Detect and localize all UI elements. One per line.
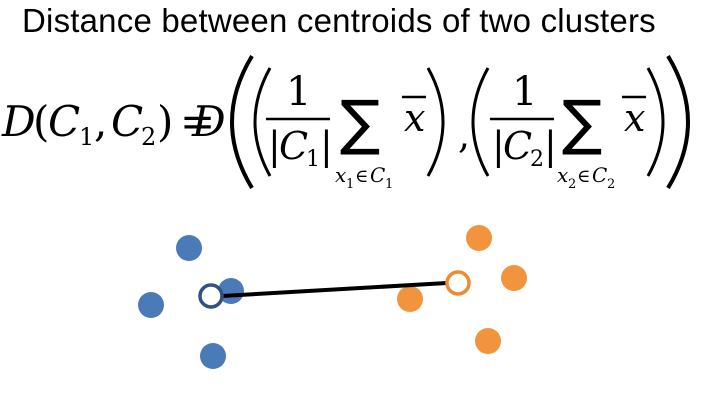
inner-paren-right-1 [426,67,445,177]
term2-mean-x: x [624,96,645,140]
term1-bar-left: | [268,124,281,168]
outer-paren-right [666,54,690,190]
term2-sum-set: C [592,163,607,187]
term1-sum-var-sub: 1 [346,177,354,192]
lhs-cluster-c1: C [48,97,80,146]
cluster-2-point [397,286,423,312]
cluster-2-centroid [445,270,471,296]
term2-numerator: 1 [512,69,537,115]
term1-sum-symbol: ∑ [340,88,380,158]
term1-card-c: C [279,124,308,168]
term2-sum-var-sub: 2 [568,177,576,192]
cluster-diagram [138,225,527,369]
slide-title: Distance between centroids of two cluste… [22,2,656,39]
inner-paren-left-2 [471,67,490,177]
cluster-1-point [176,235,202,261]
outer-paren-left [230,54,254,190]
term2-card-c: C [503,124,532,168]
term1-sum-var: x [335,163,346,187]
term1-sum-in: ∈ [355,166,368,187]
cluster-2-point [475,328,501,354]
rhs-comma: , [458,113,470,157]
term2-sum-symbol: ∑ [562,88,602,158]
lhs-sub-2: 2 [141,123,156,151]
term2-bar-right: | [544,124,557,168]
inner-paren-left-1 [253,67,272,177]
cluster-2-point [466,225,492,251]
term2-sum-set-sub: 2 [607,177,615,192]
term2-sum-var: x [557,163,568,187]
lhs-sub-1: 1 [79,123,94,151]
lhs-paren-close: ) [157,97,173,146]
term2-sum-in: ∈ [577,166,590,187]
equals-sign: = [180,97,215,146]
inner-paren-right-2 [646,67,665,177]
term1-sum-set: C [370,163,385,187]
centroid-connector-line [221,281,448,298]
term1-mean-x: x [404,96,425,140]
cluster-2-point [501,265,527,291]
cluster-1 [138,235,244,369]
term2-card-sub: 2 [530,147,544,172]
term1-bar-right: | [320,124,333,168]
lhs-comma: , [94,97,107,146]
lhs-function-d: D [1,97,36,146]
term1-numerator: 1 [286,69,311,115]
cluster-1-point [200,343,226,369]
centroid-distance-formula: D ( C 1 , C 2 ) = D 1 | C 1 | ∑ x 1 ∈ C … [1,54,690,192]
cluster-1-centroid [198,283,224,309]
term2-bar-left: | [492,124,505,168]
lhs-cluster-c2: C [111,97,143,146]
lhs-paren-open: ( [33,97,49,146]
term1-card-sub: 1 [306,147,320,172]
cluster-1-point [138,292,164,318]
term1-sum-set-sub: 1 [385,177,393,192]
cluster-2 [397,225,527,354]
rhs-function-d: D [191,97,226,146]
